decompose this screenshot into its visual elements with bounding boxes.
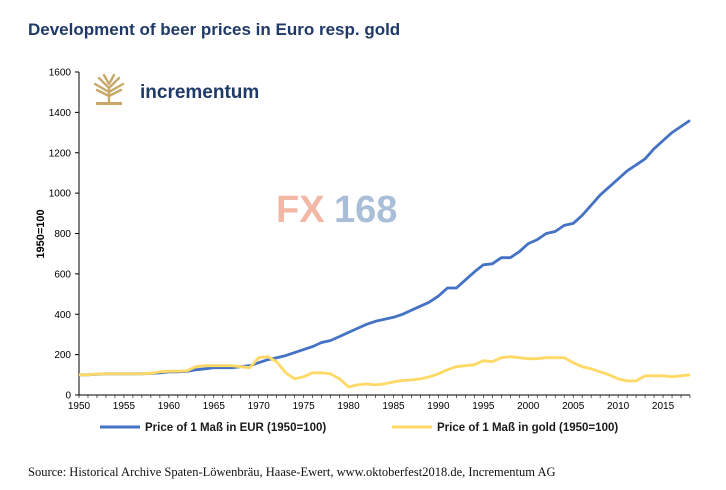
x-ticks: 1950 1955 1960 1965 1970 1975 1980 1985 1990 1995… bbox=[68, 395, 691, 412]
legend: Price of 1 Maß in EUR (1950=100) Price o… bbox=[100, 422, 618, 434]
series-line-eur bbox=[79, 119, 691, 377]
x-tick-label: 2010 bbox=[607, 401, 630, 412]
y-tick-label: 0 bbox=[65, 391, 71, 402]
y-ticks: 0 200 400 600 800 1000 1200 1400 1600 bbox=[49, 68, 79, 402]
y-tick-label: 1600 bbox=[49, 68, 72, 79]
x-tick-label: 1995 bbox=[472, 401, 495, 412]
y-tick-label: 600 bbox=[54, 269, 71, 280]
y-tick-label: 1000 bbox=[49, 189, 72, 200]
source-note: Source: Historical Archive Spaten-Löwenb… bbox=[28, 465, 556, 479]
legend-label-eur: Price of 1 Maß in EUR (1950=100) bbox=[145, 422, 326, 434]
x-tick-label: 2000 bbox=[517, 401, 540, 412]
x-tick-label: 1960 bbox=[158, 401, 181, 412]
y-tick-label: 800 bbox=[54, 229, 71, 240]
watermark-prefix: FX bbox=[276, 189, 325, 231]
chart-title: Development of beer prices in Euro resp.… bbox=[28, 20, 401, 39]
legend-label-gold: Price of 1 Maß in gold (1950=100) bbox=[437, 422, 618, 434]
y-tick-label: 400 bbox=[54, 310, 71, 321]
x-tick-label: 1970 bbox=[248, 401, 271, 412]
tree-logo-icon bbox=[92, 73, 126, 106]
series-line-gold bbox=[79, 355, 691, 389]
brand-logo: incrementum bbox=[92, 73, 259, 106]
x-tick-label: 1955 bbox=[113, 401, 136, 412]
brand-name: incrementum bbox=[140, 82, 259, 103]
x-tick-label: 2005 bbox=[562, 401, 585, 412]
y-tick-label: 200 bbox=[54, 350, 71, 361]
watermark-suffix: 168 bbox=[334, 189, 397, 231]
x-tick-label: 1990 bbox=[427, 401, 450, 412]
y-tick-label: 1200 bbox=[49, 148, 72, 159]
y-tick-label: 1400 bbox=[49, 108, 72, 119]
x-tick-label: 1985 bbox=[382, 401, 405, 412]
x-tick-label: 1950 bbox=[68, 401, 91, 412]
x-tick-label: 2015 bbox=[652, 401, 675, 412]
y-axis-label: 1950=100 bbox=[35, 209, 47, 258]
x-tick-label: 1965 bbox=[203, 401, 226, 412]
x-tick-label: 1975 bbox=[293, 401, 316, 412]
watermark: FX 168 bbox=[276, 189, 397, 231]
x-tick-label: 1980 bbox=[337, 401, 360, 412]
